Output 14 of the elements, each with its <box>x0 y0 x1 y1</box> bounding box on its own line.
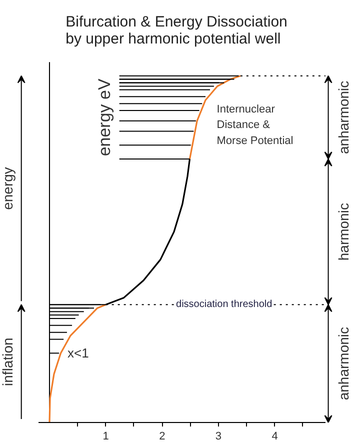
x-tick-label: 4 <box>272 430 278 442</box>
chart-title: Bifurcation & Energy Dissociation by upper harmonic potential well <box>66 14 288 48</box>
x-tick-label: 1 <box>102 430 109 442</box>
x-tick-label: 2 <box>159 430 166 442</box>
annotation: x<1 <box>68 346 89 361</box>
annotation: dissociation threshold <box>176 299 272 310</box>
annotation: Internuclear Distance & Morse Potential <box>216 104 294 147</box>
text: anharmonic <box>335 326 352 400</box>
y-axis-title: energy eV <box>95 78 114 156</box>
x-tick-label: 3 <box>215 430 222 442</box>
text: anharmonic <box>335 80 352 154</box>
text: inflation <box>0 338 16 386</box>
text: harmonic <box>335 203 352 261</box>
text: energy <box>0 167 16 210</box>
